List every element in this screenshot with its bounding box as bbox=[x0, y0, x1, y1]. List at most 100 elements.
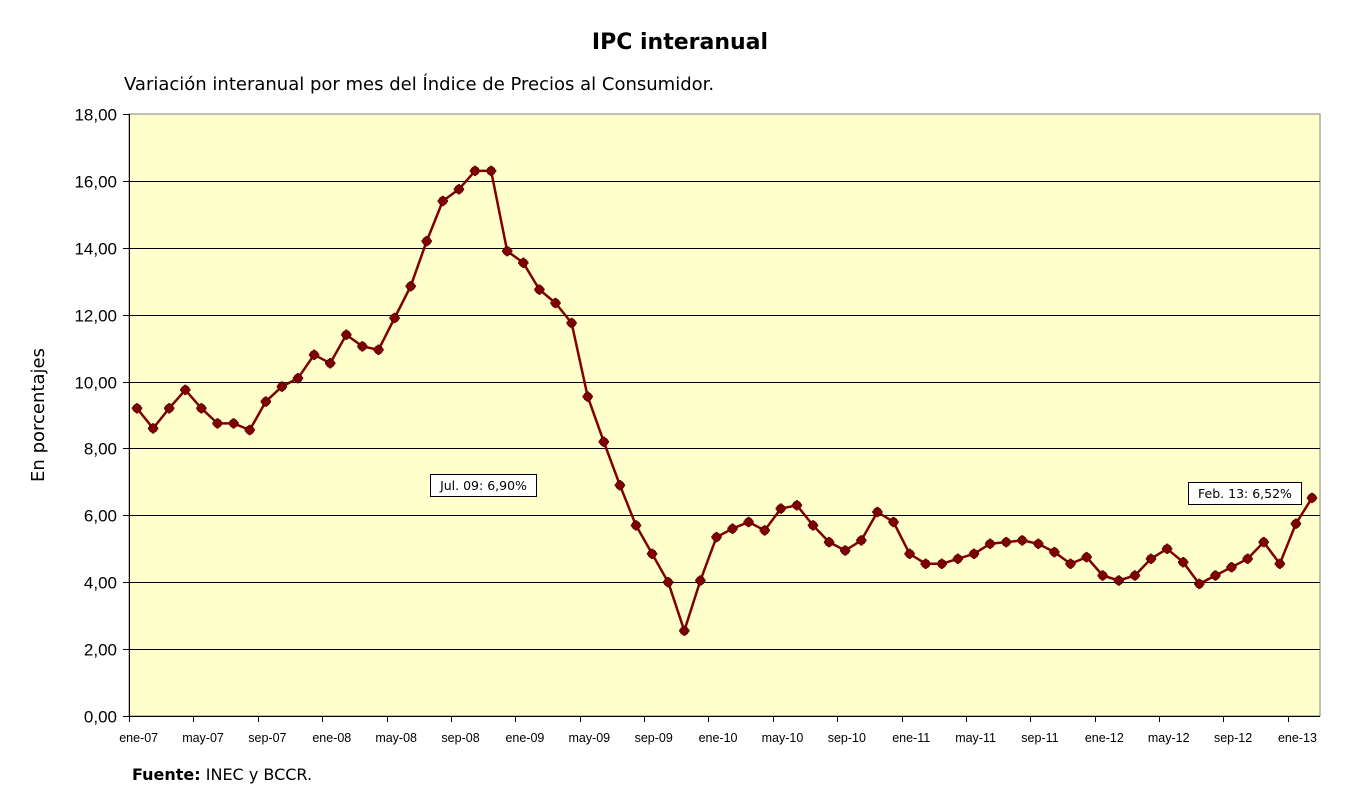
data-point bbox=[598, 436, 609, 447]
x-tick-label: may-09 bbox=[568, 731, 610, 745]
source-text: INEC y BCCR. bbox=[200, 765, 313, 784]
data-point bbox=[663, 577, 674, 588]
data-point bbox=[131, 403, 143, 414]
x-tick-label: may-11 bbox=[955, 731, 996, 745]
data-point bbox=[437, 195, 448, 207]
data-point bbox=[550, 297, 561, 309]
data-point bbox=[952, 553, 964, 564]
data-point bbox=[1049, 546, 1060, 558]
data-point bbox=[695, 575, 706, 586]
data-point bbox=[453, 184, 465, 195]
x-tick-label: ene-07 bbox=[119, 731, 158, 745]
data-point bbox=[872, 506, 883, 518]
axes bbox=[123, 114, 1320, 722]
data-point bbox=[920, 558, 931, 569]
data-point bbox=[823, 536, 835, 548]
data-point bbox=[485, 165, 497, 177]
data-point bbox=[389, 312, 400, 324]
data-point bbox=[807, 520, 819, 531]
data-point bbox=[196, 403, 207, 414]
data-point bbox=[180, 384, 191, 396]
x-tick-label: ene-13 bbox=[1278, 731, 1317, 745]
data-point bbox=[1161, 543, 1173, 554]
y-tick-label: 0,00 bbox=[84, 708, 117, 727]
chart-title: IPC interanual bbox=[591, 30, 769, 55]
x-tick-label: sep-12 bbox=[1214, 731, 1252, 745]
source-note: Fuente: INEC y BCCR. bbox=[132, 765, 312, 784]
data-point bbox=[276, 381, 288, 392]
data-point bbox=[1290, 518, 1302, 529]
data-point bbox=[711, 531, 722, 543]
data-point bbox=[260, 396, 271, 407]
data-point bbox=[405, 281, 416, 292]
x-tick-label: may-08 bbox=[375, 731, 417, 745]
data-point bbox=[1001, 536, 1012, 548]
x-tick-label: may-07 bbox=[182, 731, 224, 745]
x-tick-label: may-12 bbox=[1148, 731, 1190, 745]
annotation-text: Jul. 09: 6,90% bbox=[439, 478, 527, 493]
x-tick-label: sep-10 bbox=[828, 731, 866, 745]
data-point bbox=[968, 548, 980, 559]
data-point bbox=[1242, 553, 1253, 564]
x-tick-label: ene-10 bbox=[699, 731, 738, 745]
data-point bbox=[856, 535, 867, 546]
y-tick-label: 4,00 bbox=[84, 574, 117, 593]
y-tick-label: 2,00 bbox=[84, 641, 117, 660]
data-point bbox=[759, 525, 770, 536]
y-tick-label: 14,00 bbox=[74, 240, 117, 259]
x-tick-label: sep-08 bbox=[441, 731, 479, 745]
data-point bbox=[888, 516, 899, 528]
data-point bbox=[1210, 570, 1221, 581]
y-tick-label: 18,00 bbox=[74, 106, 117, 125]
x-tick-label: sep-11 bbox=[1021, 731, 1058, 745]
data-point bbox=[421, 235, 432, 247]
data-point bbox=[357, 341, 368, 352]
data-point bbox=[630, 520, 642, 531]
data-point bbox=[1306, 492, 1318, 504]
y-axis-label: En porcentajes bbox=[28, 348, 49, 482]
data-point bbox=[727, 523, 738, 534]
y-tick-label: 16,00 bbox=[74, 173, 117, 192]
data-point bbox=[904, 548, 915, 559]
data-point bbox=[1226, 562, 1237, 573]
x-tick-label: ene-08 bbox=[312, 731, 351, 745]
source-label: Fuente: bbox=[132, 765, 201, 784]
grid-lines bbox=[129, 181, 1320, 650]
data-point bbox=[1017, 535, 1028, 546]
y-tick-label: 10,00 bbox=[74, 374, 117, 393]
data-point bbox=[984, 538, 996, 549]
data-point bbox=[1097, 570, 1108, 581]
x-tick-label: ene-11 bbox=[892, 731, 930, 745]
data-point bbox=[1274, 558, 1285, 569]
data-point bbox=[469, 165, 481, 177]
annotation-label: Feb. 13: 6,52% bbox=[1188, 482, 1302, 505]
x-tick-label: ene-09 bbox=[505, 731, 544, 745]
data-point bbox=[679, 625, 690, 636]
data-point bbox=[228, 418, 239, 429]
data-point bbox=[164, 403, 175, 414]
data-point bbox=[1258, 536, 1269, 548]
data-point bbox=[791, 500, 803, 511]
annotation-text: Feb. 13: 6,52% bbox=[1198, 486, 1292, 501]
data-point bbox=[743, 516, 754, 528]
data-point bbox=[1081, 551, 1092, 563]
data-point bbox=[646, 548, 658, 559]
chart-subtitle: Variación interanual por mes del Índice … bbox=[124, 74, 715, 95]
data-point bbox=[212, 418, 223, 429]
data-point bbox=[775, 503, 786, 514]
plot-area bbox=[128, 113, 1321, 717]
x-tick-label: sep-09 bbox=[635, 731, 673, 745]
data-markers bbox=[131, 165, 1318, 636]
data-point bbox=[1178, 557, 1189, 568]
data-point bbox=[534, 284, 545, 295]
data-point bbox=[1065, 558, 1076, 569]
data-point bbox=[518, 257, 529, 268]
data-point bbox=[308, 349, 320, 360]
data-point bbox=[502, 245, 513, 257]
data-point bbox=[614, 480, 626, 491]
data-point bbox=[292, 373, 304, 384]
annotation-label: Jul. 09: 6,90% bbox=[430, 474, 537, 497]
y-tick-labels: 0,00 2,00 4,00 6,00 8,00 10,00 12,00 14,00 16,00… bbox=[74, 106, 117, 727]
data-point bbox=[1033, 538, 1044, 549]
